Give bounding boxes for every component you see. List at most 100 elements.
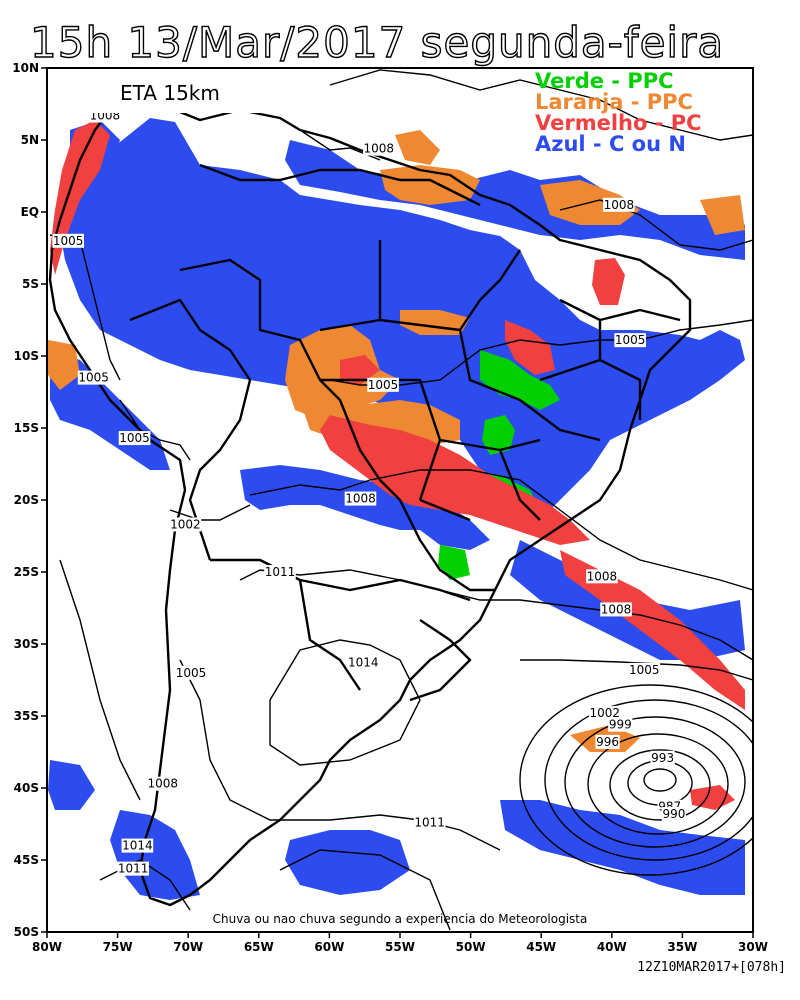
argentina-border — [210, 558, 471, 691]
lon-tick-label: 80W — [32, 940, 62, 954]
lon-tick-label: 75W — [103, 940, 133, 954]
legend-entry: Laranja - PPC — [535, 90, 693, 114]
blue-area-south-atl — [285, 830, 410, 895]
isobar-label-bg — [169, 517, 202, 532]
isobar-label-bg — [628, 662, 661, 677]
latitude-axis: 10N 5N EQ 5S 10S 15S 20S 25S 30S 35S 40S 45S 50S — [12, 61, 47, 939]
isobar-label-bg — [347, 655, 380, 670]
isobar-label: 1005 — [368, 378, 399, 392]
lat-tick-label: 5N — [21, 133, 39, 147]
isobar-line — [269, 639, 421, 766]
state-lines-2 — [320, 378, 541, 522]
legend-entry: Vermelho - PC — [535, 111, 702, 135]
lat-tick-label: 5S — [22, 277, 39, 291]
lat-tick-label: 15S — [14, 421, 39, 435]
isobar-label: 1005 — [176, 666, 207, 680]
isobar-label-bg — [363, 141, 395, 156]
lon-tick-label: 55W — [385, 940, 415, 954]
green-area-central-brazil — [480, 350, 560, 410]
lon-tick-label: 50W — [456, 940, 486, 954]
isobar-line — [239, 569, 753, 661]
isobar-ring — [643, 768, 677, 792]
isobar-label-bg — [600, 602, 632, 617]
lat-tick-label: 10S — [14, 349, 39, 363]
isobar-label: 1008 — [604, 198, 635, 212]
isobar-line — [279, 849, 451, 931]
isobar-ring — [587, 733, 729, 835]
isobar-label: 1005 — [78, 371, 109, 385]
legend-entry: Verde - PPC — [535, 69, 674, 93]
isobar-label-bg — [146, 776, 179, 791]
red-area-tocantins — [505, 320, 555, 375]
isobar-line — [559, 199, 753, 251]
isobar-label-bg — [264, 565, 296, 579]
isobar-label: 1002 — [589, 706, 620, 720]
isobar-label-bg — [650, 750, 675, 765]
isobar-labels: 1008 1008 1005 1005 1005 1005 1005 1008 1002 1011… — [52, 108, 687, 876]
isobar-label-bg — [614, 333, 646, 348]
green-area-south — [438, 545, 470, 580]
isobar-label: 1014 — [122, 839, 153, 853]
lon-tick-label: 65W — [244, 940, 274, 954]
model-label-box: ETA 15km — [50, 71, 328, 113]
isobar-label-bg — [52, 233, 84, 248]
state-lines-1 — [319, 240, 601, 442]
blue-area-southeast — [500, 800, 745, 895]
lon-tick-label: 40W — [597, 940, 627, 954]
isobar-label: 1008 — [601, 602, 632, 616]
legend-entry: Azul - C ou N — [535, 132, 686, 156]
isobar-label-bg — [118, 431, 151, 446]
lat-tick-label: 30S — [14, 637, 39, 651]
isobar-label-bg — [344, 491, 377, 506]
isobar-ring — [544, 699, 753, 861]
red-area-cyclone — [690, 785, 735, 810]
isobar-label: 1011 — [414, 816, 445, 830]
isobar-label: 1005 — [119, 431, 150, 445]
lon-tick-label: 30W — [738, 940, 768, 954]
isobar-label: 1011 — [265, 565, 296, 579]
blue-area-north — [285, 140, 745, 260]
blue-area-sw-coast — [48, 760, 95, 810]
isobar-label: 1008 — [587, 569, 618, 583]
longitude-axis: 80W 75W 70W 65W 60W 55W 50W 45W 40W 35W 30W — [32, 932, 768, 954]
lon-tick-label: 45W — [526, 940, 556, 954]
isobar-label: 999 — [609, 718, 632, 732]
precipitation-fields — [48, 118, 745, 900]
isobar-label: 1002 — [170, 517, 201, 531]
uruguay-border — [409, 619, 472, 702]
andes-borders — [129, 298, 252, 561]
isobar-line — [169, 504, 251, 521]
blue-area-patagonia — [110, 810, 200, 900]
isobar-label-bg — [608, 717, 633, 732]
lon-tick-label: 35W — [667, 940, 697, 954]
lat-tick-label: 25S — [14, 565, 39, 579]
lat-tick-label: 35S — [14, 709, 39, 723]
isobar-label: 1005 — [629, 663, 660, 677]
isobar-label-bg — [121, 838, 154, 853]
isobar-label-bg — [175, 665, 207, 680]
orange-area-east — [700, 195, 745, 235]
isobar-label-bg — [588, 706, 621, 721]
isobar-label: 993 — [651, 751, 674, 765]
map-note: Chuva ou nao chuva segundo a experiencia… — [213, 912, 588, 926]
red-area-northeast — [592, 258, 625, 305]
isobar-ring — [519, 684, 753, 876]
isobar-label-bg — [77, 370, 110, 385]
isobar-line — [59, 559, 141, 801]
isobar-ring — [627, 760, 693, 806]
isobar-label: 1008 — [364, 142, 395, 156]
isobar-label-bg — [413, 815, 446, 830]
brazil-border-north — [199, 163, 481, 207]
isobar-label: 1008 — [345, 492, 376, 506]
model-label: ETA 15km — [120, 81, 220, 105]
isobar-ring — [609, 749, 711, 821]
isobar-line — [179, 659, 501, 851]
isobar-label-bg — [586, 569, 618, 584]
red-area-mato-grosso — [340, 355, 380, 385]
brazil-border-west — [179, 258, 495, 592]
isobar-label-bg — [603, 197, 635, 212]
lat-tick-label: 10N — [12, 61, 39, 75]
lon-tick-label: 60W — [314, 940, 344, 954]
